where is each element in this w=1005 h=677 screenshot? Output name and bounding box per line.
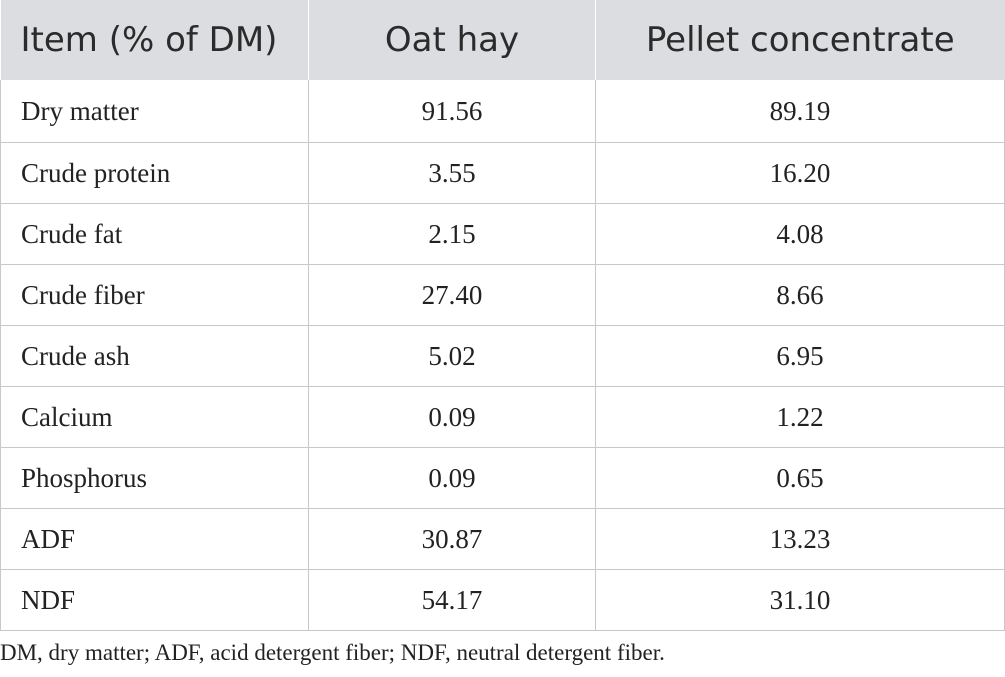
oat-hay-value: 54.17 bbox=[308, 569, 596, 631]
table-row: Crude ash 5.02 6.95 bbox=[0, 325, 1005, 387]
table-body: Dry matter 91.56 89.19 Crude protein 3.5… bbox=[0, 80, 1005, 631]
oat-hay-value: 0.09 bbox=[308, 386, 596, 448]
table-header: Item (% of DM) Oat hay Pellet concentrat… bbox=[0, 0, 1005, 80]
table-row: ADF 30.87 13.23 bbox=[0, 508, 1005, 570]
oat-hay-value: 30.87 bbox=[308, 508, 596, 570]
row-label: Dry matter bbox=[0, 80, 309, 143]
table-row: Crude fat 2.15 4.08 bbox=[0, 203, 1005, 265]
pellet-value: 89.19 bbox=[595, 80, 1005, 143]
header-oat-hay: Oat hay bbox=[308, 0, 596, 80]
table-footnote: DM, dry matter; ADF, acid detergent fibe… bbox=[0, 640, 665, 665]
row-label: Phosphorus bbox=[0, 447, 309, 509]
row-label: Calcium bbox=[0, 386, 309, 448]
pellet-value: 0.65 bbox=[595, 447, 1005, 509]
oat-hay-value: 0.09 bbox=[308, 447, 596, 509]
pellet-value: 8.66 bbox=[595, 264, 1005, 326]
pellet-value: 4.08 bbox=[595, 203, 1005, 265]
composition-table: Item (% of DM) Oat hay Pellet concentrat… bbox=[0, 0, 1005, 631]
row-label: Crude ash bbox=[0, 325, 309, 387]
row-label: Crude fat bbox=[0, 203, 309, 265]
table-row: Dry matter 91.56 89.19 bbox=[0, 80, 1005, 143]
table-row: Phosphorus 0.09 0.65 bbox=[0, 447, 1005, 509]
header-pellet-concentrate: Pellet concentrate bbox=[595, 0, 1005, 80]
pellet-value: 1.22 bbox=[595, 386, 1005, 448]
oat-hay-value: 91.56 bbox=[308, 80, 596, 143]
pellet-value: 16.20 bbox=[595, 142, 1005, 204]
pellet-value: 13.23 bbox=[595, 508, 1005, 570]
oat-hay-value: 5.02 bbox=[308, 325, 596, 387]
header-item: Item (% of DM) bbox=[0, 0, 309, 80]
table-row: Crude protein 3.55 16.20 bbox=[0, 142, 1005, 204]
oat-hay-value: 3.55 bbox=[308, 142, 596, 204]
pellet-value: 31.10 bbox=[595, 569, 1005, 631]
row-label: Crude fiber bbox=[0, 264, 309, 326]
row-label: ADF bbox=[0, 508, 309, 570]
table-row: Crude fiber 27.40 8.66 bbox=[0, 264, 1005, 326]
oat-hay-value: 27.40 bbox=[308, 264, 596, 326]
table-row: Calcium 0.09 1.22 bbox=[0, 386, 1005, 448]
pellet-value: 6.95 bbox=[595, 325, 1005, 387]
row-label: NDF bbox=[0, 569, 309, 631]
composition-table-container: Item (% of DM) Oat hay Pellet concentrat… bbox=[0, 0, 1005, 631]
header-row: Item (% of DM) Oat hay Pellet concentrat… bbox=[0, 0, 1005, 80]
row-label: Crude protein bbox=[0, 142, 309, 204]
table-row: NDF 54.17 31.10 bbox=[0, 569, 1005, 631]
oat-hay-value: 2.15 bbox=[308, 203, 596, 265]
